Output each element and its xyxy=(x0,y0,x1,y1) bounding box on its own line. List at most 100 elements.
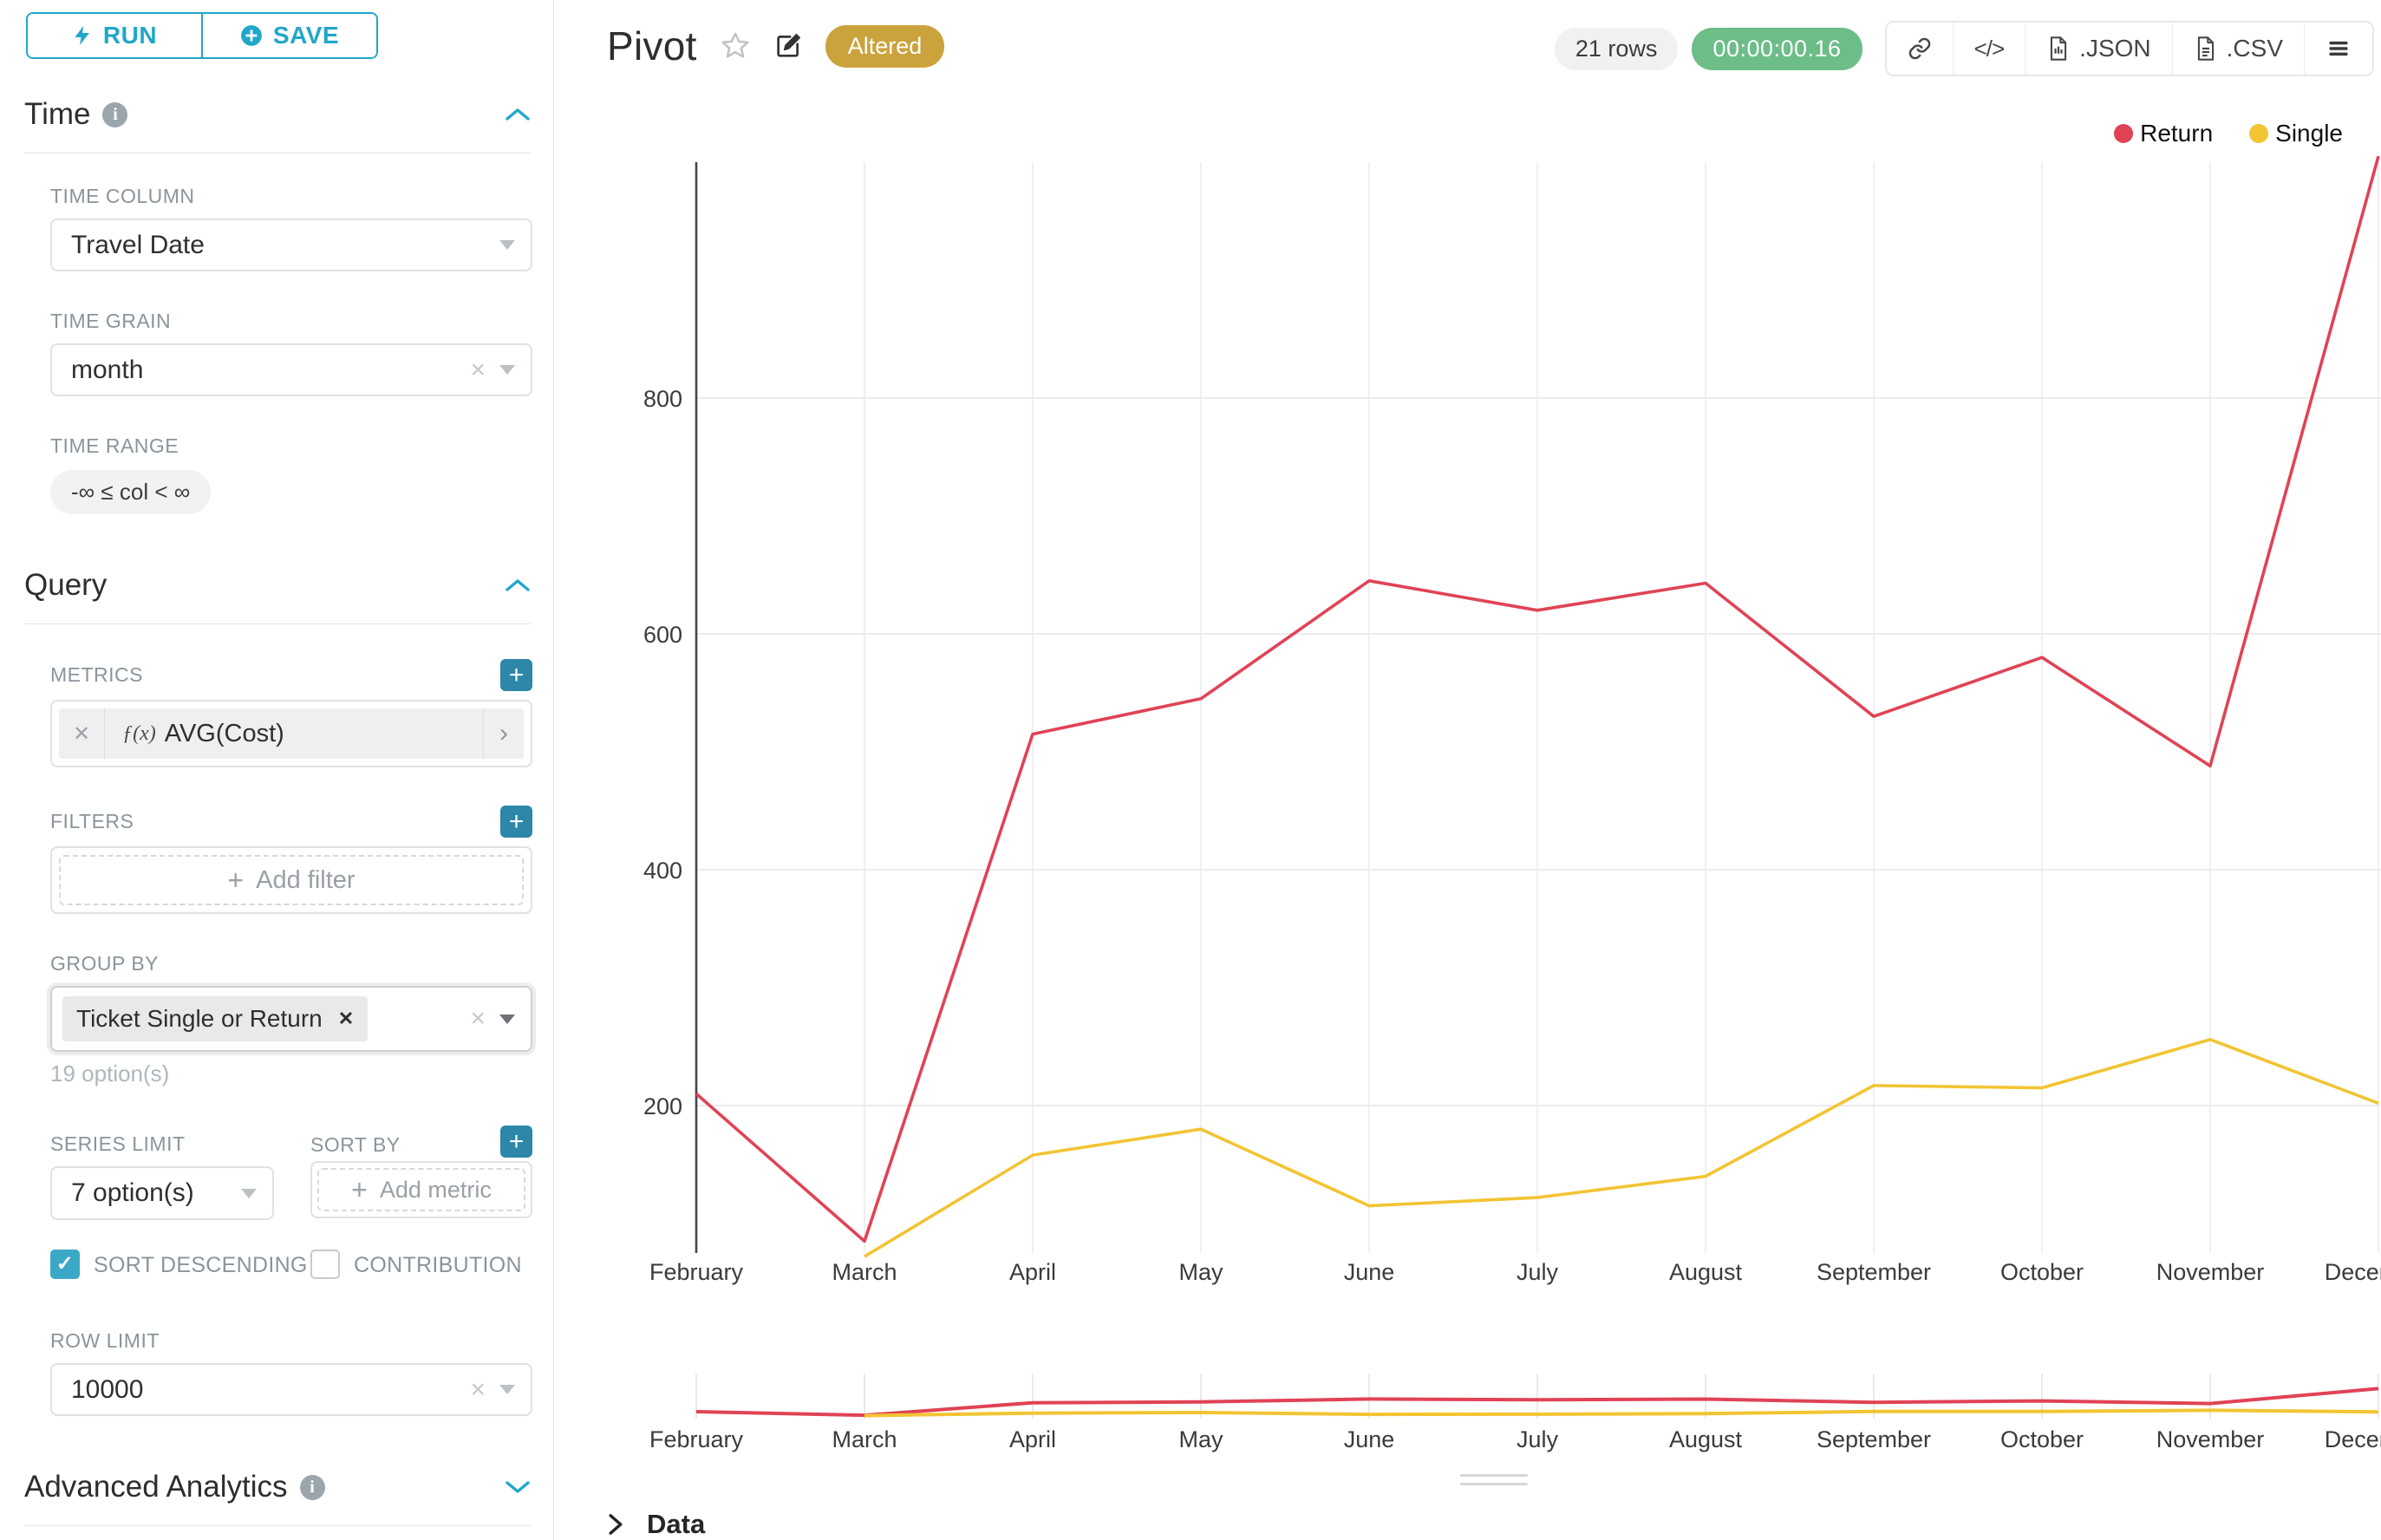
add-metric-plus-button[interactable]: + xyxy=(500,659,532,691)
embed-code-button[interactable]: </> xyxy=(1953,23,2026,75)
group-by-select[interactable]: Ticket Single or Return ✕ × xyxy=(50,986,532,1052)
add-filter-plus-button[interactable]: + xyxy=(500,806,532,838)
panel-resize-handle[interactable] xyxy=(1460,1474,1528,1491)
clear-icon[interactable]: × xyxy=(470,1374,486,1404)
time-section-header[interactable]: Time i xyxy=(24,97,531,132)
y-axis-tick-label: 800 xyxy=(643,386,682,412)
altered-badge[interactable]: Altered xyxy=(825,24,945,68)
contribution-label: CONTRIBUTION xyxy=(354,1253,522,1277)
export-csv-button[interactable]: .CSV xyxy=(2172,23,2305,75)
chevron-down-icon xyxy=(499,240,515,250)
clear-icon[interactable]: × xyxy=(470,1004,486,1033)
legend-item-return[interactable]: Return xyxy=(2114,120,2213,147)
hamburger-menu-icon xyxy=(2326,36,2352,61)
chevron-right-icon[interactable]: › xyxy=(499,719,508,747)
menu-button[interactable] xyxy=(2305,23,2372,75)
filters-box: + Add filter xyxy=(50,846,532,914)
short-link-button[interactable] xyxy=(1886,23,1954,75)
row-count-badge: 21 rows xyxy=(1554,27,1679,70)
row-limit-value: 10000 xyxy=(71,1374,144,1404)
series-limit-value: 7 option(s) xyxy=(71,1178,194,1207)
y-axis-tick-label: 200 xyxy=(643,1093,682,1119)
code-icon: </> xyxy=(1973,35,2006,62)
add-filter-label: Add filter xyxy=(256,865,356,894)
x-axis-label: February xyxy=(649,1259,744,1285)
query-section-header[interactable]: Query xyxy=(24,568,531,603)
sort-descending-label: SORT DESCENDING xyxy=(94,1253,308,1277)
legend-item-single[interactable]: Single xyxy=(2249,120,2343,147)
series-limit-label: SERIES LIMIT xyxy=(50,1132,186,1155)
control-panel-sidebar: RUN SAVE Time i TIME COLUMN Travel Date … xyxy=(0,0,554,1540)
x-axis-label: June xyxy=(1343,1259,1395,1285)
x-axis-label: August xyxy=(1668,1259,1743,1285)
json-button-label: .JSON xyxy=(2079,35,2151,62)
time-grain-select[interactable]: month × xyxy=(50,343,532,396)
query-section-title: Query xyxy=(24,568,108,602)
time-column-value: Travel Date xyxy=(71,230,205,259)
legend-label: Return xyxy=(2140,120,2214,147)
row-limit-select[interactable]: 10000 × xyxy=(50,1363,532,1417)
chart-title: Pivot xyxy=(607,23,697,69)
time-grain-label: TIME GRAIN xyxy=(50,310,172,332)
x-axis-label: November xyxy=(2156,1259,2265,1285)
time-range-pill[interactable]: -∞ ≤ col < ∞ xyxy=(50,470,212,514)
contribution-checkbox[interactable] xyxy=(310,1250,340,1279)
clear-icon[interactable]: × xyxy=(470,355,486,384)
time-column-select[interactable]: Travel Date xyxy=(50,219,532,271)
add-sort-metric-button[interactable]: + Add metric xyxy=(317,1168,525,1211)
export-json-button[interactable]: .JSON xyxy=(2025,23,2173,75)
y-axis-tick-label: 400 xyxy=(643,858,682,884)
add-filter-button[interactable]: + Add filter xyxy=(59,855,524,905)
legend-dot xyxy=(2249,124,2269,143)
time-range-label: TIME RANGE xyxy=(50,434,179,457)
metrics-label: METRICS xyxy=(50,663,143,686)
data-panel-toggle[interactable]: Data xyxy=(607,1509,705,1540)
group-by-tag: Ticket Single or Return ✕ xyxy=(62,996,369,1041)
advanced-analytics-section-header[interactable]: Advanced Analytics i xyxy=(24,1470,531,1504)
x-axis-label: May xyxy=(1178,1259,1223,1285)
run-button[interactable]: RUN xyxy=(28,14,203,57)
data-panel-label: Data xyxy=(647,1509,706,1539)
chevron-up-icon[interactable] xyxy=(505,578,531,593)
row-limit-label: ROW LIMIT xyxy=(50,1329,160,1353)
add-metric-label: Add metric xyxy=(379,1176,492,1203)
sort-descending-checkbox[interactable]: ✓ xyxy=(50,1250,80,1279)
x-axis-label: July xyxy=(1516,1259,1559,1285)
x-axis-label: May xyxy=(1178,1426,1223,1452)
query-timer-badge: 00:00:00.16 xyxy=(1692,27,1862,70)
range-selector-chart[interactable] xyxy=(572,1370,2381,1422)
remove-tag-icon[interactable]: ✕ xyxy=(337,1008,355,1029)
csv-file-icon xyxy=(2194,36,2218,62)
contribution-option[interactable]: CONTRIBUTION xyxy=(310,1250,522,1281)
chevron-down-icon[interactable] xyxy=(505,1479,531,1495)
x-axis-label: September xyxy=(1816,1426,1932,1452)
x-axis-label: February xyxy=(649,1426,744,1452)
save-button-label: SAVE xyxy=(272,22,340,49)
metric-pill[interactable]: ✕ ƒ(x) AVG(Cost) › xyxy=(59,708,524,759)
add-sort-metric-plus-button[interactable]: + xyxy=(500,1126,532,1158)
chevron-up-icon[interactable] xyxy=(505,107,531,122)
plus-circle-icon xyxy=(240,24,263,47)
x-axis-label: September xyxy=(1816,1259,1932,1285)
edit-properties-icon[interactable] xyxy=(773,31,803,61)
sort-by-label: SORT BY xyxy=(310,1133,401,1156)
x-axis-label: June xyxy=(1343,1426,1395,1452)
info-icon[interactable]: i xyxy=(299,1474,325,1500)
favorite-star-icon[interactable] xyxy=(720,30,751,62)
series-limit-select[interactable]: 7 option(s) xyxy=(50,1166,274,1220)
x-axis-labels: February March April May June July August Septe… xyxy=(0,1259,2381,1290)
group-by-options-hint: 19 option(s) xyxy=(50,1060,170,1086)
sort-descending-option[interactable]: ✓ SORT DESCENDING xyxy=(50,1250,310,1281)
chevron-down-icon xyxy=(499,1014,515,1024)
plus-icon: + xyxy=(227,864,245,896)
info-icon[interactable]: i xyxy=(102,101,128,127)
x-axis-label: April xyxy=(1008,1426,1057,1452)
plus-icon: + xyxy=(351,1173,368,1205)
time-column-label: TIME COLUMN xyxy=(50,185,195,207)
x-axis-label: December xyxy=(2324,1426,2381,1452)
remove-metric-icon[interactable]: ✕ xyxy=(73,721,91,746)
save-button[interactable]: SAVE xyxy=(203,14,376,57)
series-line-single xyxy=(864,1038,2379,1258)
line-chart[interactable]: 200 400 600 800 xyxy=(572,104,2381,1301)
range-selector-labels: February March April May June July August Septe… xyxy=(0,1426,2381,1458)
